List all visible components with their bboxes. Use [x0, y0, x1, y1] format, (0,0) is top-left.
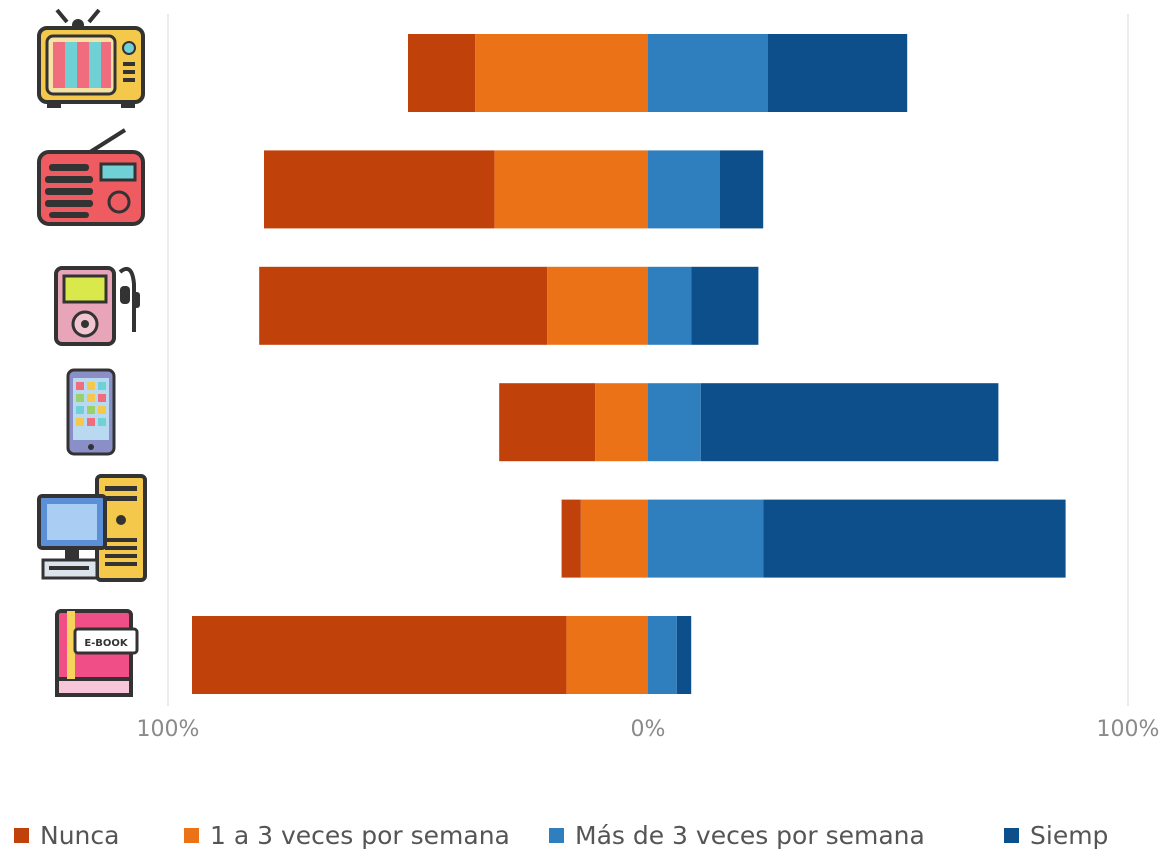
- legend-item-4: Siemp: [1004, 818, 1108, 854]
- legend-label: Más de 3 veces por semana: [575, 821, 925, 850]
- mp3-player-icon: [54, 266, 140, 346]
- bar-tv-siempre: [768, 34, 908, 112]
- bar-radio-1-a-3-veces-por-semana: [494, 150, 648, 229]
- bar-mp3-player-m-s-de-3-veces-por-semana: [648, 266, 692, 345]
- bar-ebook-m-s-de-3-veces-por-semana: [648, 616, 677, 694]
- bar-radio-siempre: [720, 150, 764, 229]
- x-tick-left: 100%: [137, 717, 200, 742]
- bar-mp3-player-nunca: [259, 266, 548, 345]
- bar-radio-m-s-de-3-veces-por-semana: [648, 150, 720, 229]
- bar-smartphone-m-s-de-3-veces-por-semana: [648, 383, 701, 462]
- smartphone-icon: [66, 368, 116, 456]
- x-tick-right: 100%: [1097, 717, 1160, 742]
- bar-mp3-player-siempre: [691, 266, 759, 345]
- legend-label: Nunca: [40, 821, 120, 850]
- bar-radio-nunca: [264, 150, 495, 229]
- bar-smartphone-siempre: [700, 383, 999, 462]
- bar-desktop-computer-nunca: [561, 499, 581, 578]
- legend-swatch: [1004, 828, 1019, 843]
- legend-item-2: 1 a 3 veces por semana: [184, 818, 510, 854]
- ebook-icon: E-BOOK: [55, 609, 139, 697]
- bar-ebook-siempre: [676, 616, 692, 694]
- legend-item-3: Más de 3 veces por semana: [549, 818, 925, 854]
- bar-tv-nunca: [408, 34, 476, 112]
- legend-label: 1 a 3 veces por semana: [210, 821, 510, 850]
- svg-text:E-BOOK: E-BOOK: [84, 638, 129, 649]
- bar-desktop-computer-1-a-3-veces-por-semana: [580, 499, 648, 578]
- bar-smartphone-nunca: [499, 383, 596, 462]
- bar-tv-m-s-de-3-veces-por-semana: [648, 34, 768, 112]
- legend-swatch: [14, 828, 29, 843]
- bar-smartphone-1-a-3-veces-por-semana: [595, 383, 648, 462]
- radio-icon: [37, 128, 145, 226]
- bar-desktop-computer-m-s-de-3-veces-por-semana: [648, 499, 764, 578]
- bar-tv-1-a-3-veces-por-semana: [475, 34, 648, 112]
- bar-desktop-computer-siempre: [763, 499, 1066, 578]
- legend-item-1: Nunca: [14, 818, 119, 854]
- bar-ebook-nunca: [192, 616, 567, 694]
- tv-icon: [37, 8, 145, 108]
- legend-swatch: [549, 828, 564, 843]
- legend-label: Siemp: [1030, 821, 1109, 850]
- x-tick-center: 0%: [631, 717, 666, 742]
- desktop-computer-icon: [37, 474, 147, 582]
- bar-ebook-1-a-3-veces-por-semana: [566, 616, 648, 694]
- bar-mp3-player-1-a-3-veces-por-semana: [547, 266, 648, 345]
- legend-swatch: [184, 828, 199, 843]
